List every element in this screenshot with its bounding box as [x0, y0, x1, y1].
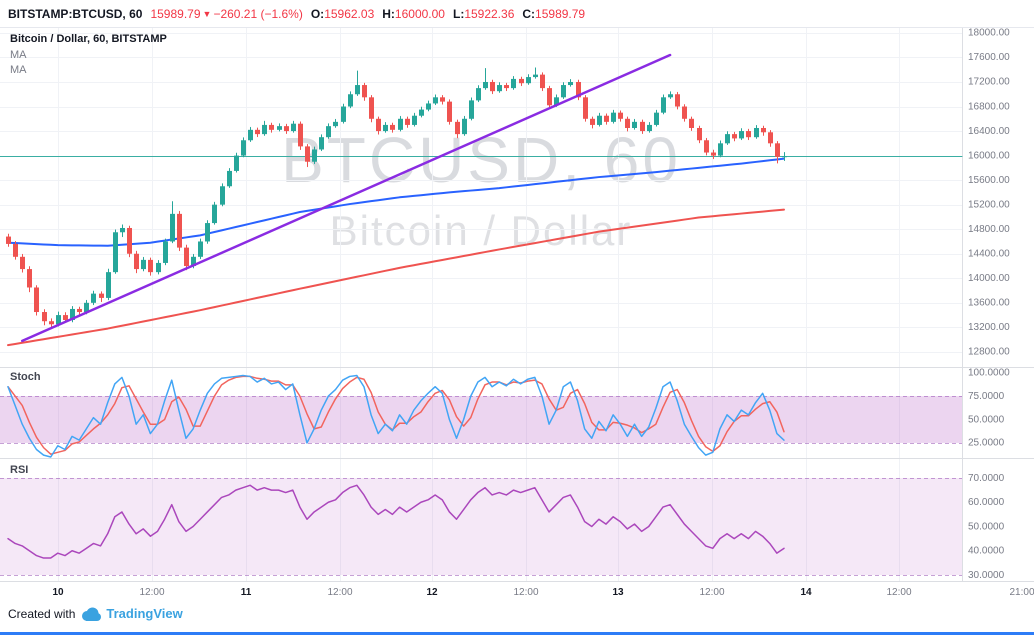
low-label: L:	[452, 6, 465, 21]
tradingview-logo[interactable]: TradingView	[81, 606, 183, 621]
price-change: −260.21 (−1.6%)	[213, 6, 303, 21]
open-price: 15962.03	[324, 6, 375, 21]
open-value: O:15962.03	[311, 7, 374, 21]
close-label: C:	[522, 6, 536, 21]
tradingview-wordmark: TradingView	[106, 606, 183, 621]
open-label: O:	[310, 6, 325, 21]
low-value: L:15922.36	[453, 7, 514, 21]
attribution-footer: Created with TradingView	[8, 606, 183, 621]
cloud-icon	[82, 607, 102, 621]
high-label: H:	[382, 6, 395, 21]
legend-ma1-label[interactable]: MA	[10, 49, 27, 61]
ohlc-info-bar: BITSTAMP:BTCUSD, 60 15989.79 ▼ −260.21 (…	[0, 0, 1034, 28]
chart-legend: Bitcoin / Dollar, 60, BITSTAMP MA MA	[10, 33, 167, 78]
close-value: C:15989.79	[522, 7, 585, 21]
created-with-text: Created with	[8, 606, 76, 621]
low-price: 15922.36	[464, 6, 515, 21]
down-arrow-icon: ▼	[202, 8, 212, 19]
high-price: 16000.00	[394, 6, 445, 21]
last-price: 15989.79	[150, 6, 201, 21]
close-price: 15989.79	[535, 6, 586, 21]
price-chart-canvas[interactable]	[0, 0, 1034, 600]
symbol-interval-label[interactable]: BITSTAMP:BTCUSD, 60	[8, 6, 143, 21]
rsi-pane-label[interactable]: RSI	[10, 464, 29, 476]
legend-ma2-label[interactable]: MA	[10, 64, 27, 76]
high-value: H:16000.00	[382, 7, 445, 21]
stoch-pane-label[interactable]: Stoch	[10, 371, 41, 383]
legend-symbol-title[interactable]: Bitcoin / Dollar, 60, BITSTAMP	[10, 33, 167, 45]
